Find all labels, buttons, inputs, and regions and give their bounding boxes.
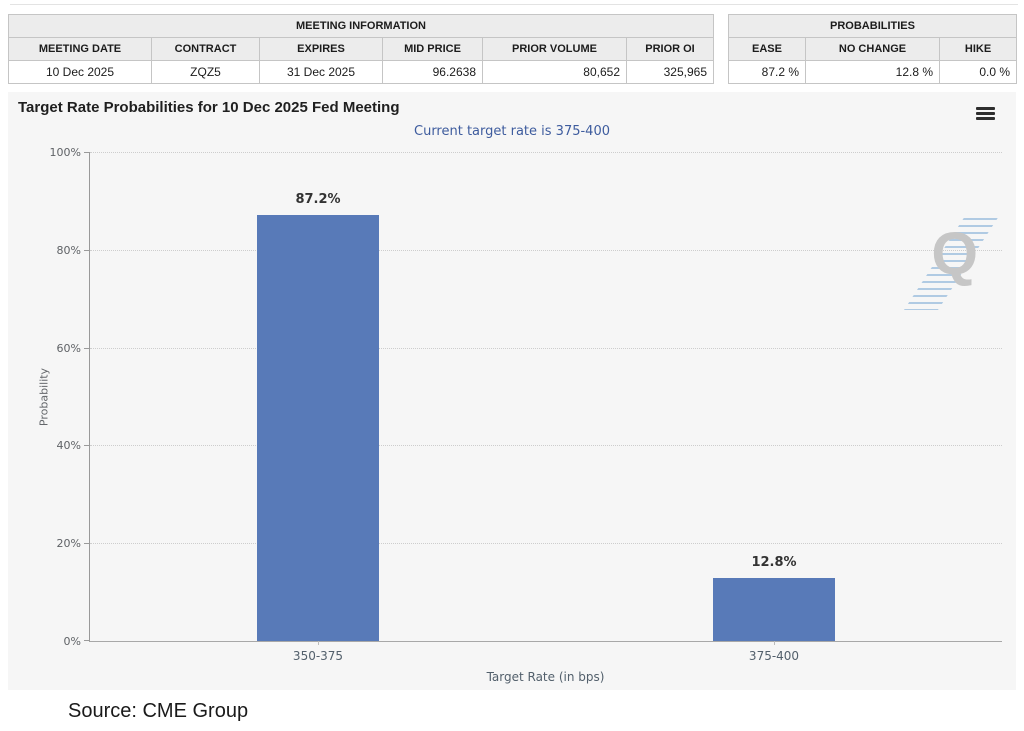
menu-bar bbox=[976, 112, 995, 115]
ease-value: 87.2 % bbox=[728, 60, 806, 84]
probabilities-table: PROBABILITIES EASE NO CHANGE HIKE 87.2 %… bbox=[727, 14, 1018, 84]
bar-value-label: 87.2% bbox=[295, 191, 341, 207]
bar-value-label: 12.8% bbox=[751, 555, 797, 571]
menu-bar bbox=[976, 107, 995, 110]
prior-volume-value: 80,652 bbox=[482, 60, 627, 84]
prior-oi-value: 325,965 bbox=[626, 60, 714, 84]
chart-subtitle: Current target rate is 375-400 bbox=[414, 124, 610, 139]
y-tick-label: 80% bbox=[56, 243, 81, 257]
probabilities-row: 87.2 % 12.8 % 0.0 % bbox=[728, 60, 1018, 84]
gridline-60: 60% bbox=[57, 342, 1002, 355]
col-prior-oi: PRIOR OI bbox=[626, 37, 714, 61]
hamburger-menu-icon[interactable] bbox=[976, 107, 995, 122]
bar-375-400[interactable] bbox=[713, 578, 835, 641]
y-tick-mark bbox=[84, 640, 90, 641]
source-attribution: Source: CME Group bbox=[68, 700, 249, 722]
y-axis-title: Probability bbox=[37, 367, 51, 427]
hike-value: 0.0 % bbox=[938, 60, 1018, 84]
x-tick-mark bbox=[774, 641, 775, 645]
mid-price-value: 96.2638 bbox=[382, 60, 483, 84]
target-rate-chart: Target Rate Probabilities for 10 Dec 202… bbox=[8, 92, 1016, 690]
watermark-q-logo-icon: Q bbox=[931, 220, 978, 287]
chart-title: Target Rate Probabilities for 10 Dec 202… bbox=[18, 99, 400, 116]
gridline-80: 80% bbox=[57, 244, 1002, 257]
meeting-date-value: 10 Dec 2025 bbox=[8, 60, 152, 84]
col-ease: EASE bbox=[728, 37, 806, 61]
col-expires: EXPIRES bbox=[259, 37, 383, 61]
x-axis-title: Target Rate (in bps) bbox=[486, 670, 605, 684]
bar-350-375[interactable] bbox=[257, 214, 379, 641]
y-tick-label: 20% bbox=[56, 537, 81, 551]
col-meeting-date: MEETING DATE bbox=[8, 37, 152, 61]
no-change-value: 12.8 % bbox=[805, 60, 940, 84]
category-slot-350-375: 87.2% 350-375 bbox=[90, 152, 546, 663]
col-contract: CONTRACT bbox=[151, 37, 260, 61]
x-category-label: 350-375 bbox=[292, 649, 344, 663]
y-tick-label: 0% bbox=[63, 635, 81, 648]
expires-value: 31 Dec 2025 bbox=[259, 60, 383, 84]
probabilities-title: PROBABILITIES bbox=[727, 14, 1018, 38]
x-tick-mark bbox=[318, 641, 319, 645]
col-hike: HIKE bbox=[938, 37, 1018, 61]
y-tick-mark bbox=[84, 152, 90, 153]
y-tick-mark bbox=[84, 249, 90, 251]
col-no-change: NO CHANGE bbox=[805, 37, 940, 61]
y-tick-label: 40% bbox=[56, 439, 81, 453]
col-mid-price: MID PRICE bbox=[382, 37, 483, 61]
menu-bar bbox=[976, 117, 995, 120]
y-tick-mark bbox=[84, 347, 90, 349]
gridline-20: 20% bbox=[57, 537, 1002, 550]
contract-value: ZQZ5 bbox=[151, 60, 260, 84]
category-slot-375-400: 12.8% 375-400 bbox=[546, 152, 1002, 663]
y-tick-label: 100% bbox=[49, 146, 81, 159]
meeting-info-title: MEETING INFORMATION bbox=[8, 14, 714, 38]
meeting-info-row: 10 Dec 2025 ZQZ5 31 Dec 2025 96.2638 80,… bbox=[8, 60, 714, 84]
y-tick-mark bbox=[84, 445, 90, 447]
gridline-40: 40% bbox=[57, 439, 1002, 452]
top-divider bbox=[10, 4, 1018, 5]
meeting-information-table: MEETING INFORMATION MEETING DATE CONTRAC… bbox=[8, 14, 714, 84]
quikstrike-watermark: Q bbox=[898, 210, 998, 318]
y-tick-mark bbox=[84, 543, 90, 545]
plot-area: 100% 80% 60% 40% 20% 0% Q 87.2% 350-375 … bbox=[50, 146, 1002, 663]
gridline-100: 100% bbox=[50, 146, 1002, 159]
x-category-label: 375-400 bbox=[748, 649, 800, 663]
col-prior-volume: PRIOR VOLUME bbox=[482, 37, 627, 61]
y-tick-label: 60% bbox=[56, 341, 81, 355]
